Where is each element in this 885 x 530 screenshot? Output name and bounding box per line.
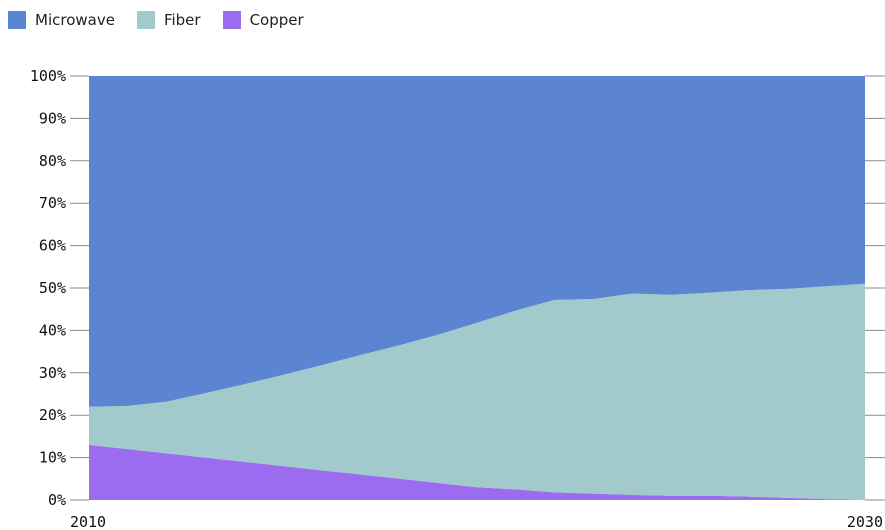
legend-label: Fiber xyxy=(163,11,201,29)
y-tick-label: 40% xyxy=(39,321,66,339)
area-copper xyxy=(89,444,865,500)
y-tick-label: 60% xyxy=(39,237,66,255)
x-tick-label: 2030 xyxy=(847,513,883,530)
y-tick-label: 10% xyxy=(39,449,66,467)
legend-swatch xyxy=(8,11,26,29)
y-tick-label: 20% xyxy=(39,406,66,424)
y-tick-label: 70% xyxy=(39,194,66,212)
legend-item-copper: Copper xyxy=(222,11,304,29)
area-microwave xyxy=(89,76,865,407)
legend-item-microwave: Microwave xyxy=(8,11,115,29)
legend-label: Copper xyxy=(249,11,304,29)
legend-label: Microwave xyxy=(35,11,115,29)
legend: Microwave Fiber Copper xyxy=(8,11,304,29)
area-fiber xyxy=(89,283,865,500)
legend-item-fiber: Fiber xyxy=(136,11,201,29)
x-tick-label: 2010 xyxy=(70,513,106,530)
y-tick-label: 80% xyxy=(39,152,66,170)
y-tick-label: 90% xyxy=(39,109,66,127)
y-tick-label: 50% xyxy=(39,279,66,297)
legend-swatch xyxy=(222,11,241,29)
y-tick-label: 0% xyxy=(48,491,66,509)
y-tick-label: 30% xyxy=(39,364,66,382)
legend-swatch xyxy=(136,11,155,29)
y-tick-label: 100% xyxy=(30,67,66,85)
